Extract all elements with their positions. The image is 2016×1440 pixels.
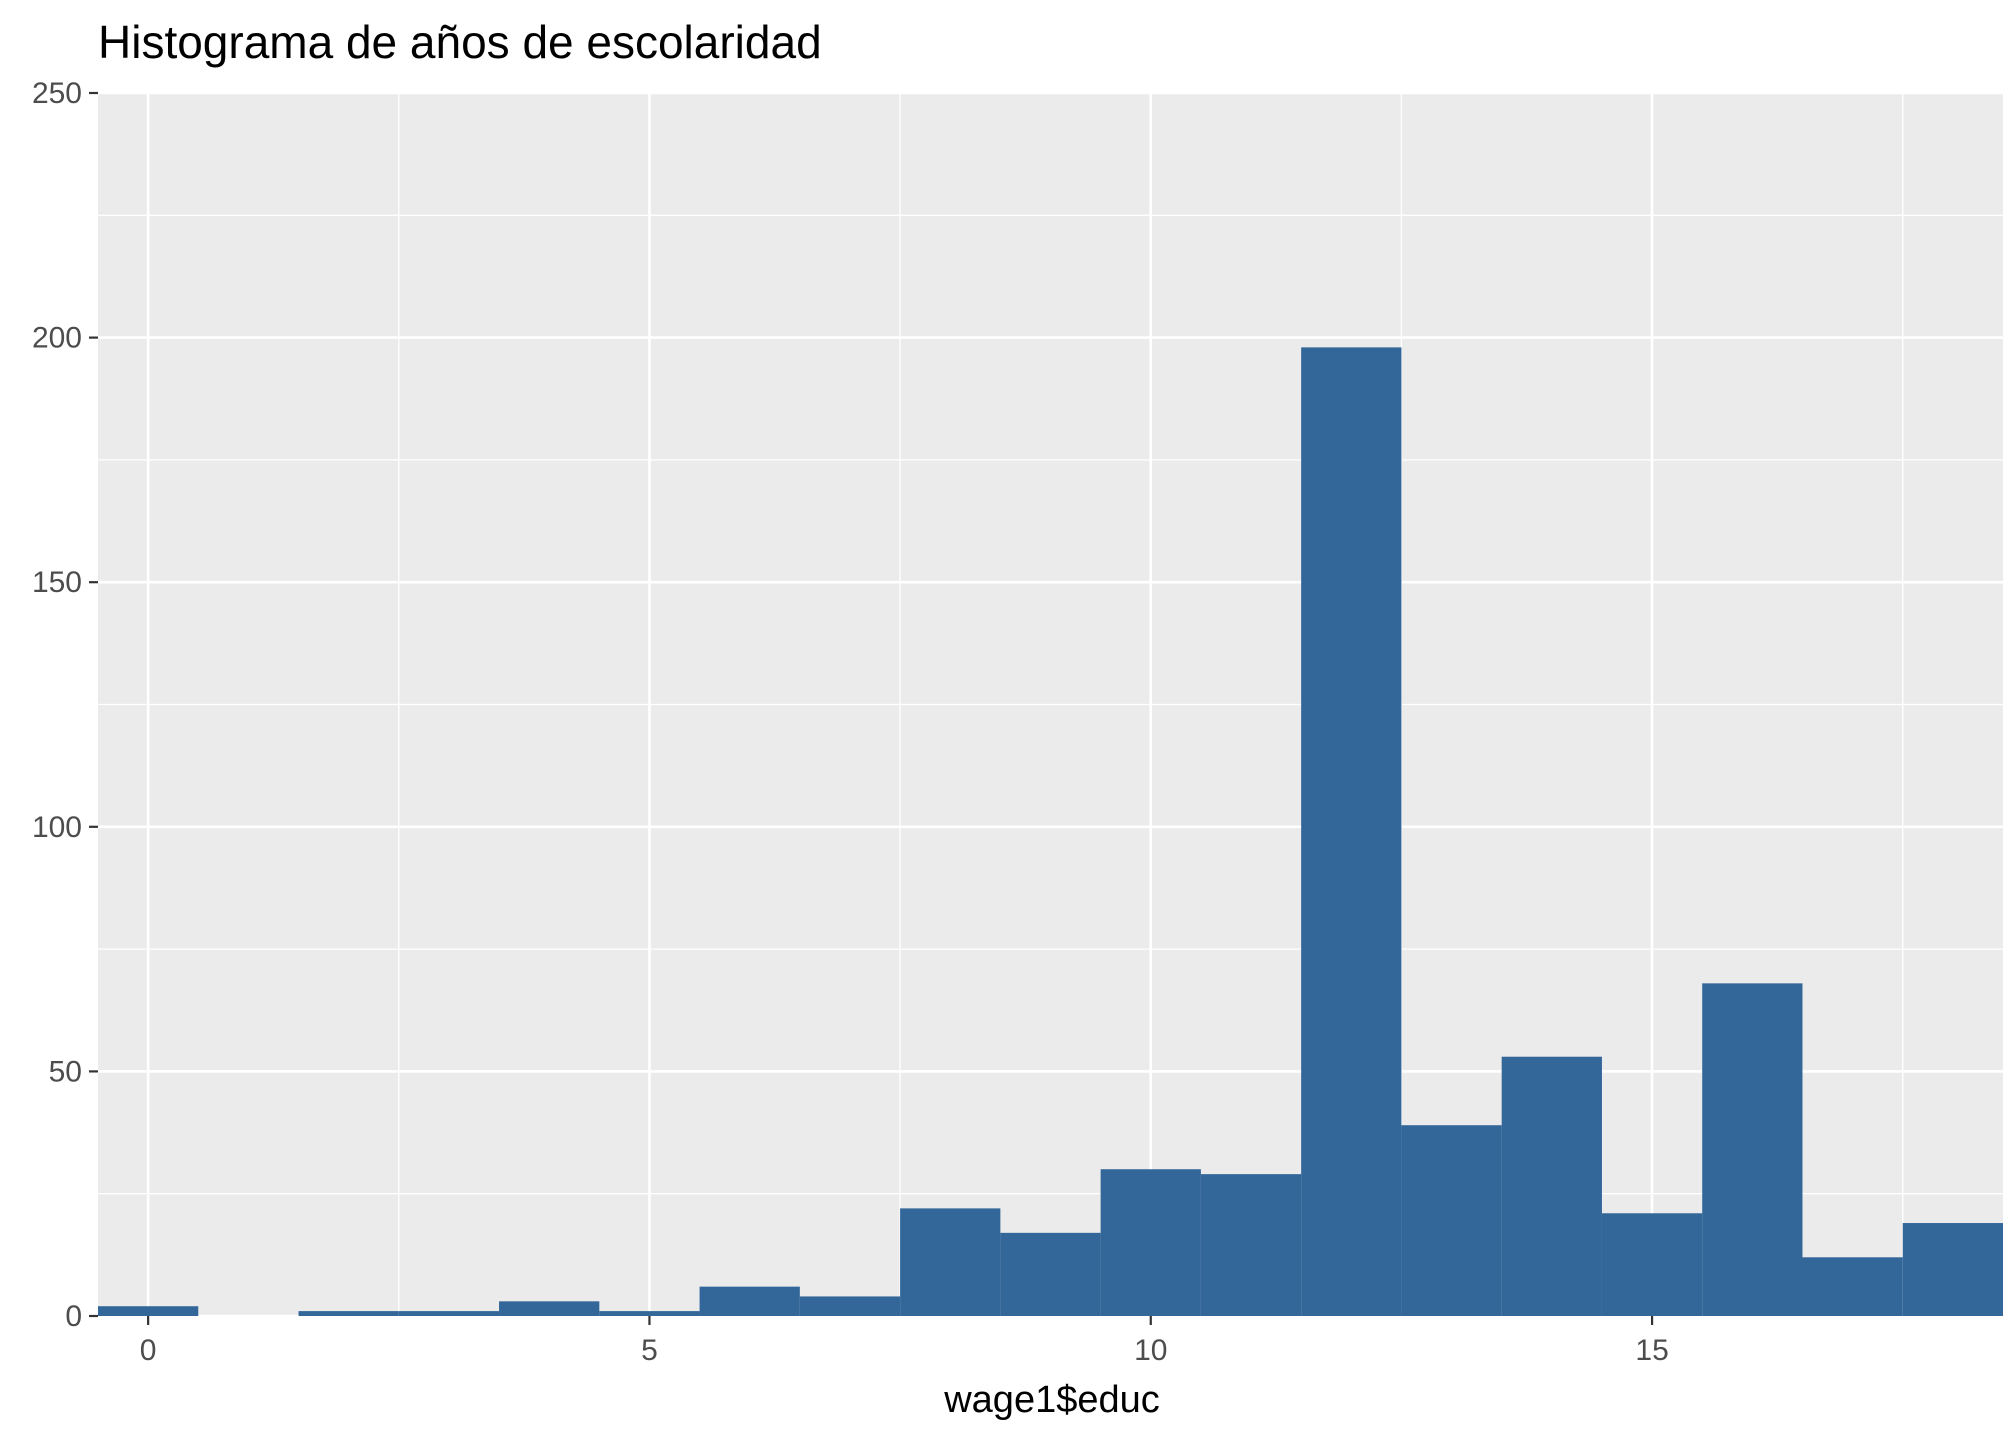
y-tick-label: 100 bbox=[32, 811, 82, 844]
y-tick-label: 250 bbox=[32, 77, 82, 110]
histogram-bar bbox=[499, 1301, 600, 1316]
x-tick-label: 15 bbox=[1635, 1334, 1668, 1367]
y-tick-label: 0 bbox=[65, 1300, 82, 1333]
histogram-bar bbox=[98, 1306, 199, 1316]
histogram-bar bbox=[298, 1311, 399, 1316]
histogram-bar bbox=[1401, 1125, 1502, 1316]
x-tick-label: 0 bbox=[140, 1334, 157, 1367]
histogram-bar bbox=[900, 1208, 1001, 1316]
y-tick-label: 200 bbox=[32, 322, 82, 355]
x-axis-title: wage1$educ bbox=[943, 1379, 1160, 1421]
histogram-bar bbox=[599, 1311, 700, 1316]
y-tick-label: 150 bbox=[32, 566, 82, 599]
histogram-bar bbox=[1802, 1257, 1903, 1316]
histogram-bar bbox=[799, 1296, 901, 1316]
x-tick-label: 5 bbox=[641, 1334, 658, 1367]
histogram-bar bbox=[1100, 1169, 1201, 1316]
histogram-bar bbox=[1200, 1174, 1302, 1316]
histogram-bar bbox=[1501, 1056, 1602, 1316]
histogram-bar bbox=[1702, 983, 1803, 1316]
histogram-bar bbox=[1000, 1232, 1101, 1316]
histogram-bar bbox=[398, 1311, 500, 1316]
y-tick-label: 50 bbox=[49, 1055, 82, 1088]
chart-title: Histograma de años de escolaridad bbox=[98, 16, 822, 68]
x-tick-label: 10 bbox=[1134, 1334, 1167, 1367]
histogram-bar bbox=[1902, 1223, 2003, 1316]
histogram-bar bbox=[1601, 1213, 1703, 1316]
histogram-bar bbox=[699, 1286, 800, 1316]
histogram-bar bbox=[1301, 347, 1402, 1316]
